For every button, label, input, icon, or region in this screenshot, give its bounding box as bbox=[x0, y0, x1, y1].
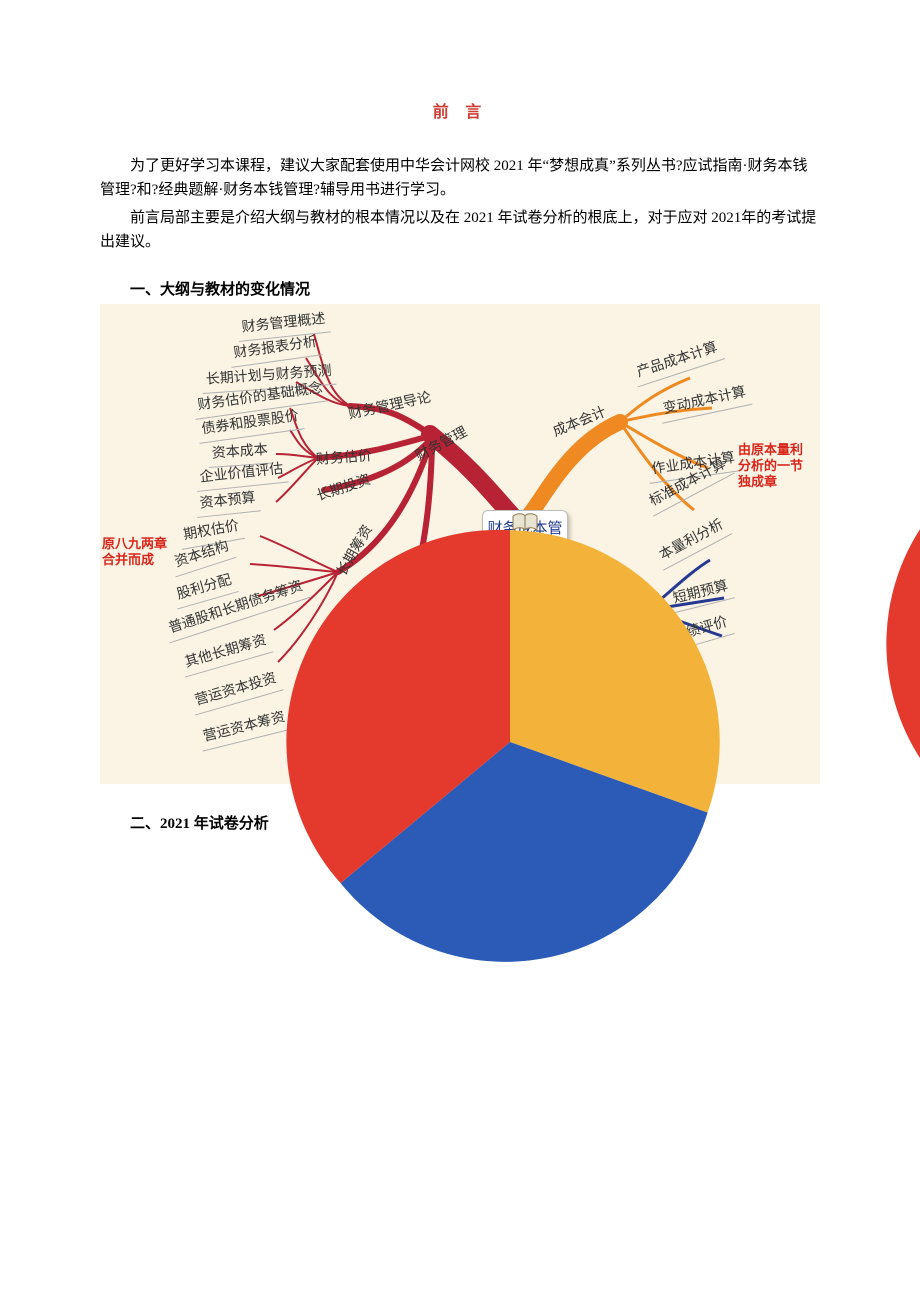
page: 前 言 为了更好学习本课程，建议大家配套使用中华会计网校 2021 年“梦想成真… bbox=[0, 0, 920, 878]
section-1-heading: 一、大纲与教材的变化情况 bbox=[100, 278, 820, 302]
mindmap-figure: 财务成本管理 财务管理 成本会计 管理会计 财务管理导论 财务估价 长期投资 长… bbox=[100, 304, 820, 784]
subbranch-label: 财务估价 bbox=[315, 446, 372, 472]
intro-paragraph-1: 为了更好学习本课程，建议大家配套使用中华会计网校 2021 年“梦想成真”系列丛… bbox=[100, 154, 820, 202]
pie-chart-icon bbox=[750, 404, 920, 884]
page-title: 前 言 bbox=[100, 100, 820, 126]
intro-paragraph-2: 前言局部主要是介绍大纲与教材的根本情况以及在 2021 年试卷分析的根底上，对于… bbox=[100, 206, 820, 254]
